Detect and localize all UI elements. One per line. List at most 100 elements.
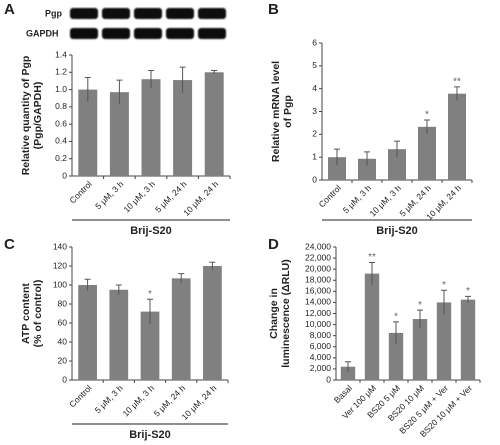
error-bar: [364, 151, 370, 166]
x-tick-label: Control: [67, 383, 94, 410]
bar: [388, 332, 404, 380]
y-tick-label: 6,000: [310, 341, 332, 351]
y-tick-label: 1.2: [55, 67, 67, 77]
y-tick-label: 0: [62, 170, 67, 180]
y-axis-label: Relative quantity of Pgp: [20, 56, 32, 176]
y-tick-label: 1: [312, 151, 317, 161]
significance-label: *: [466, 286, 470, 297]
group-label: Brij-S20: [376, 225, 418, 237]
error-bar: [454, 86, 460, 101]
y-tick-label: 12,000: [305, 308, 331, 318]
y-tick-label: 22,000: [305, 252, 331, 262]
significance-label: *: [418, 300, 422, 311]
y-tick-label: 24,000: [305, 241, 331, 251]
y-tick-label: 0.8: [55, 101, 67, 111]
y-tick-label: 1.0: [55, 84, 67, 94]
error-bar: [334, 148, 340, 166]
bar: [418, 126, 436, 180]
bar: [412, 319, 428, 380]
error-bar: [441, 289, 447, 315]
y-tick-label: 60: [58, 317, 68, 327]
error-bar: [369, 262, 375, 285]
panel-label: A: [4, 1, 15, 18]
y-tick-label: 120: [53, 260, 67, 270]
y-axis-label: of Pgp: [282, 95, 294, 128]
y-tick-label: 40: [58, 336, 68, 346]
blot-label: GAPDH: [26, 28, 59, 38]
bar: [388, 149, 406, 180]
x-tick-label: Basal: [332, 383, 354, 405]
error-bar: [116, 79, 123, 105]
error-bar: [211, 70, 218, 75]
bar: [203, 266, 222, 380]
x-tick-label: 10 μM, 3 h: [121, 179, 157, 215]
error-bar: [417, 309, 423, 328]
panel-label: C: [4, 236, 15, 253]
error-bar: [178, 273, 185, 284]
y-tick-label: 0: [326, 374, 331, 384]
significance-label: *: [148, 289, 152, 300]
y-tick-label: 8,000: [310, 330, 332, 340]
y-tick-label: 18,000: [305, 275, 331, 285]
bar: [141, 79, 161, 176]
x-tick-label: 5 μM, 3 h: [93, 383, 125, 415]
y-tick-label: 5: [312, 60, 317, 70]
bar: [460, 299, 476, 380]
y-axis-label: (Pgp/GAPDH): [32, 82, 44, 150]
x-tick-label: 10 μM, 3 h: [120, 383, 156, 419]
blot-label: Pgp: [45, 8, 63, 18]
bar: [78, 285, 97, 380]
y-tick-label: 0.4: [55, 136, 67, 146]
western-blot: [70, 8, 226, 39]
y-tick-label: 0.2: [55, 153, 67, 163]
y-tick-label: 1.4: [55, 49, 67, 59]
y-axis-label: luminescence (ΔRLU): [280, 259, 292, 368]
y-tick-label: 0.6: [55, 118, 67, 128]
bar: [204, 72, 224, 176]
y-tick-label: 20: [58, 355, 68, 365]
error-bar: [209, 261, 216, 270]
x-tick-label: Control: [67, 179, 94, 206]
bar: [448, 93, 466, 180]
error-bar: [393, 321, 399, 344]
y-tick-label: 140: [53, 241, 67, 251]
y-tick-label: 0: [62, 374, 67, 384]
bar: [340, 366, 356, 380]
significance-label: *: [425, 110, 429, 121]
y-tick-label: 4: [312, 83, 317, 93]
y-axis-label: (% of control): [32, 280, 44, 348]
group-label: Brij-S20: [129, 429, 171, 441]
error-bar: [394, 140, 400, 158]
significance-label: *: [442, 280, 446, 291]
error-bar: [179, 66, 186, 94]
bar: [364, 273, 380, 380]
bar: [140, 311, 160, 380]
bar: [109, 289, 129, 380]
bar: [358, 158, 376, 180]
y-axis-label: ATP content: [20, 283, 32, 344]
y-tick-label: 4,000: [310, 352, 332, 362]
y-axis-label: Change in: [268, 288, 280, 339]
panel-label: B: [268, 1, 279, 18]
y-tick-label: 0: [312, 174, 317, 184]
error-bar: [84, 76, 91, 102]
y-tick-label: 80: [58, 298, 68, 308]
y-tick-label: 20,000: [305, 263, 331, 273]
error-bar: [465, 295, 471, 303]
y-axis-label: Relative mRNA level: [270, 61, 282, 162]
y-tick-label: 3: [312, 106, 317, 116]
bar: [171, 278, 191, 380]
y-tick-label: 16,000: [305, 286, 331, 296]
bar: [78, 89, 98, 176]
y-tick-label: 2,000: [310, 363, 332, 373]
significance-label: *: [394, 311, 398, 322]
bar: [109, 92, 129, 176]
error-bar: [424, 119, 430, 134]
x-tick-label: 5 μM, 3 h: [93, 179, 125, 211]
group-label: Brij-S20: [130, 225, 172, 237]
y-tick-label: 2: [312, 129, 317, 139]
error-bar: [147, 298, 153, 324]
y-tick-label: 6: [312, 37, 317, 47]
panel-label: D: [268, 236, 279, 253]
